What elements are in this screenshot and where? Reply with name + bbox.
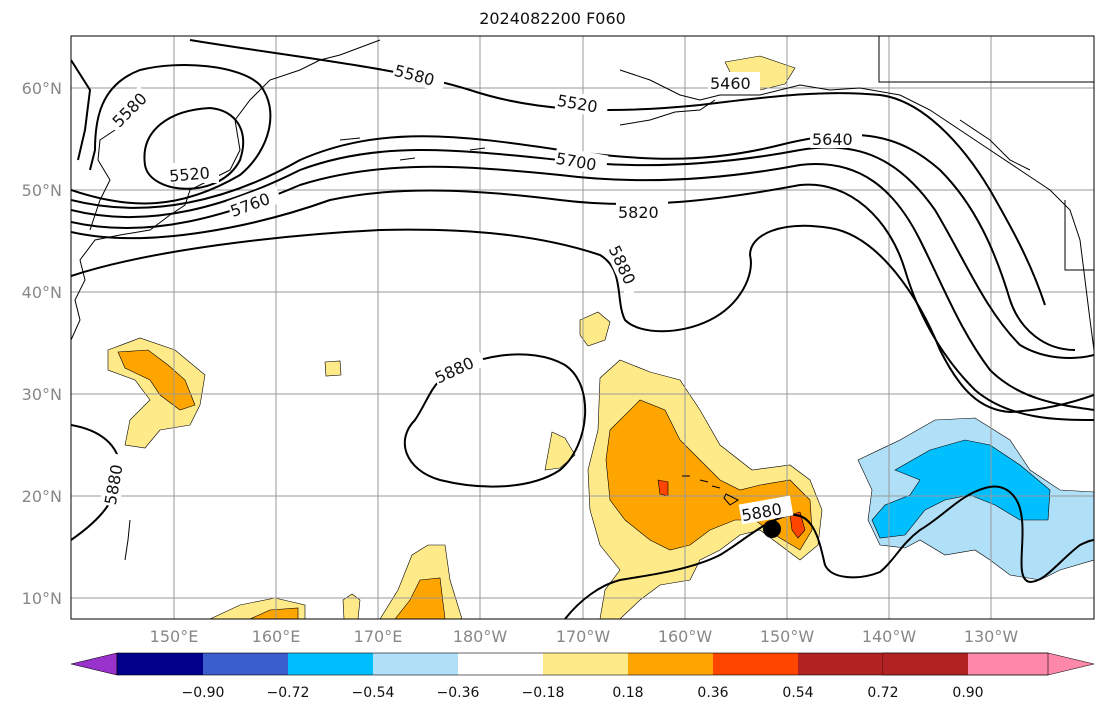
contour-label-5520-west: 5520 [168, 163, 210, 185]
negative-anomaly-shading [857, 417, 1094, 581]
colorbar-tick: 0.54 [782, 685, 813, 701]
colorbar-arrow-left [70, 652, 118, 676]
lat-label-10n: 10°N [22, 589, 62, 608]
latitude-labels: 10°N 20°N 30°N 40°N 50°N 60°N [22, 79, 62, 608]
lon-label-160e: 160°E [252, 627, 301, 646]
colorbar-tick: −0.36 [437, 685, 480, 701]
colorbar-tick: −0.72 [267, 685, 310, 701]
longitude-labels: 150°E 160°E 170°E 180°W 170°W 160°W 150°… [150, 627, 1019, 646]
lon-label-160w: 160°W [658, 627, 713, 646]
contour-label-5820: 5820 [618, 203, 659, 222]
lon-label-170e: 170°E [354, 627, 403, 646]
lat-label-20n: 20°N [22, 487, 62, 506]
lon-label-150w: 150°W [760, 627, 815, 646]
lat-label-30n: 30°N [22, 385, 62, 404]
lat-label-40n: 40°N [22, 283, 62, 302]
colorbar-segment [798, 653, 883, 675]
colorbar-tick: −0.90 [182, 685, 225, 701]
colorbar-segment [458, 653, 543, 675]
colorbar: −0.90 −0.72 −0.54 −0.36 −0.18 0.18 0.36 … [70, 652, 1095, 701]
colorbar-tick: −0.54 [352, 685, 395, 701]
colorbar-tick: −0.18 [522, 685, 565, 701]
colorbar-tick: 0.72 [867, 685, 898, 701]
colorbar-segment [883, 653, 968, 675]
colorbar-segment [117, 653, 203, 675]
lat-label-50n: 50°N [22, 181, 62, 200]
lon-label-130w: 130°W [964, 627, 1019, 646]
lon-label-150e: 150°E [150, 627, 199, 646]
colorbar-tick: 0.90 [952, 685, 983, 701]
colorbar-segment [288, 653, 373, 675]
map-title: 2024082200 F060 [479, 9, 626, 28]
colorbar-frame [116, 652, 1049, 676]
lon-label-140w: 140°W [862, 627, 917, 646]
contour-label-5460: 5460 [710, 74, 751, 93]
colorbar-segment [543, 653, 628, 675]
lon-label-180w: 180°W [453, 627, 508, 646]
map-frame [70, 35, 1095, 620]
contour-label-5640: 5640 [812, 130, 853, 149]
colorbar-segment [628, 653, 713, 675]
positive-anomaly-shading [107, 55, 823, 619]
lon-label-170w: 170°W [556, 627, 611, 646]
colorbar-segment [203, 653, 288, 675]
storm-center-marker [763, 520, 781, 538]
colorbar-tick: 0.36 [697, 685, 728, 701]
colorbar-segment [373, 653, 458, 675]
lat-label-60n: 60°N [22, 79, 62, 98]
hawaiian-islands [682, 475, 740, 506]
colorbar-segment [713, 653, 798, 675]
colorbar-tick: 0.18 [612, 685, 643, 701]
